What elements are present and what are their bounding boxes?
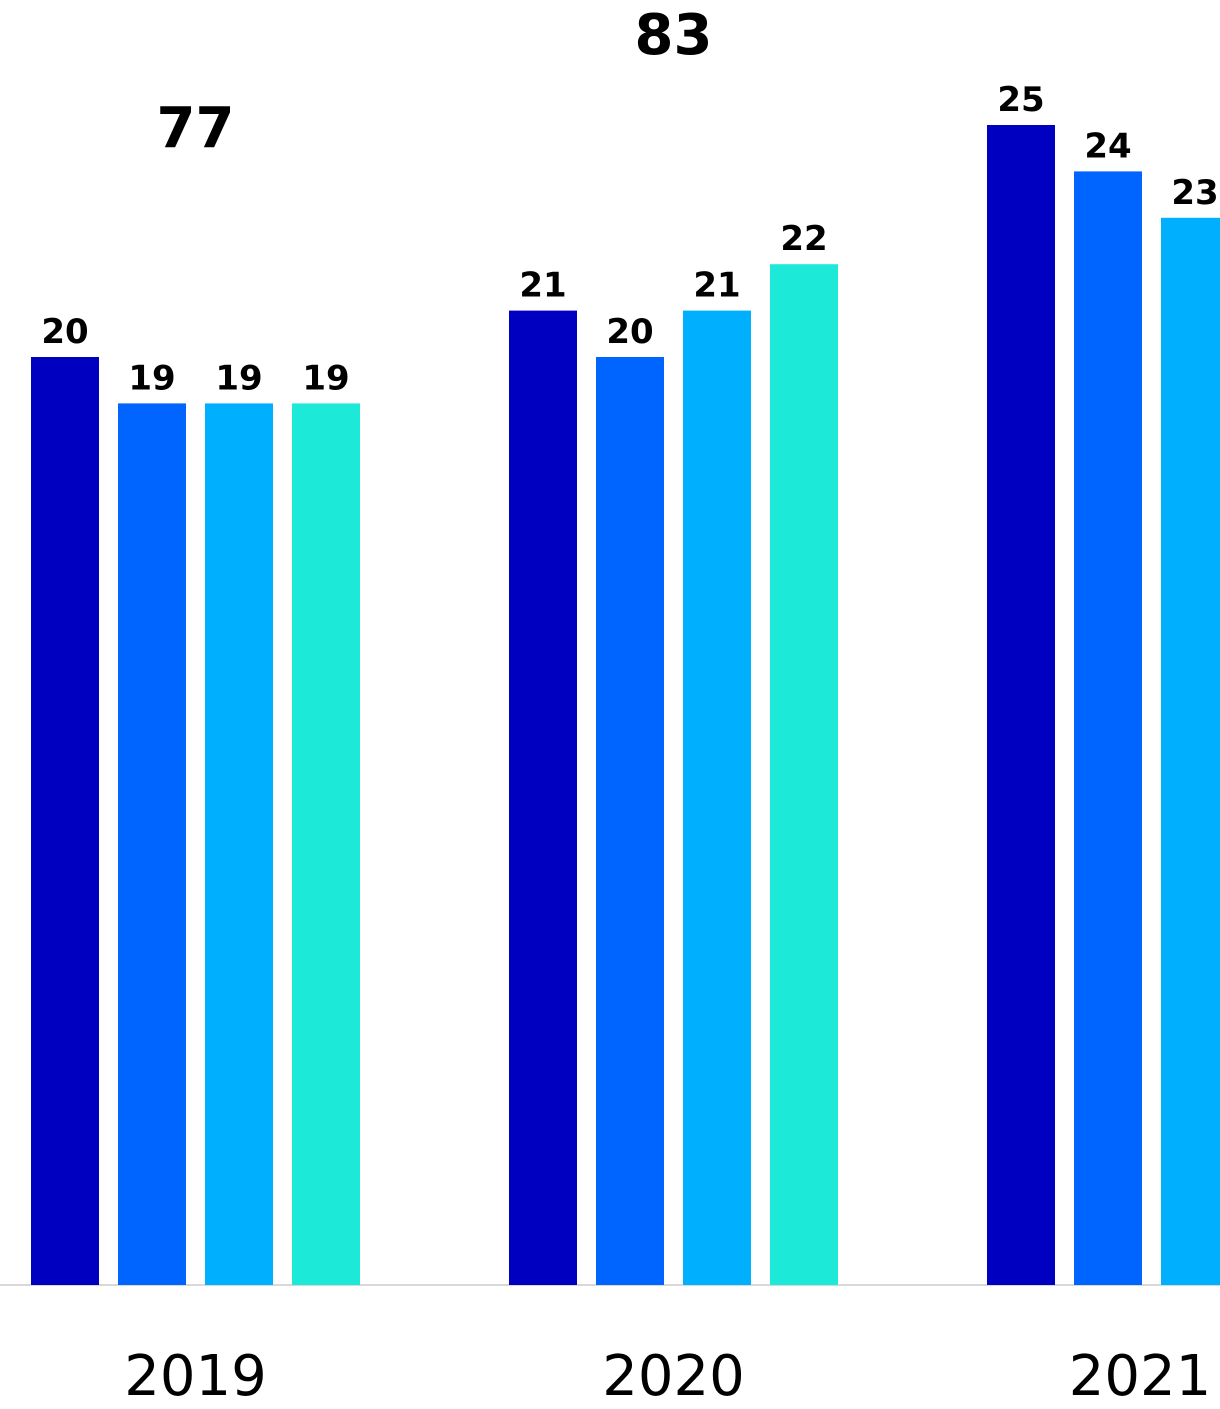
data-label-2019-s2: 19 <box>128 358 175 398</box>
bars-layer <box>31 125 1220 1286</box>
category-label-2021: 2021 <box>1069 1344 1212 1409</box>
category-label-2019: 2019 <box>124 1344 267 1409</box>
data-label-2021-s3: 23 <box>1171 173 1218 213</box>
bar-2021-s2 <box>1074 171 1142 1285</box>
data-label-2019-s4: 19 <box>302 358 349 398</box>
bar-2019-s3 <box>205 403 273 1285</box>
data-label-2021-s2: 24 <box>1084 126 1131 166</box>
bar-2020-s1 <box>509 310 577 1286</box>
data-label-2021-s1: 25 <box>997 80 1044 120</box>
data-label-2020-s4: 22 <box>780 219 827 259</box>
bar-2020-s2 <box>596 357 664 1285</box>
bar-2019-s4 <box>292 403 360 1285</box>
data-label-2020-s1: 21 <box>519 266 566 306</box>
data-label-2019-s1: 20 <box>41 312 88 352</box>
bar-2019-s1 <box>31 357 99 1285</box>
total-label-2019: 77 <box>157 96 235 161</box>
bar-2019-s2 <box>118 403 186 1285</box>
bar-2021-s3 <box>1161 217 1220 1285</box>
total-label-2020: 83 <box>635 3 713 68</box>
data-label-2019-s3: 19 <box>215 358 262 398</box>
category-label-2020: 2020 <box>602 1344 745 1409</box>
bar-2020-s3 <box>683 310 751 1286</box>
bar-2020-s4 <box>770 264 838 1285</box>
data-label-2020-s2: 20 <box>606 312 653 352</box>
bar-2021-s1 <box>987 125 1055 1285</box>
data-label-2020-s3: 21 <box>693 266 740 306</box>
